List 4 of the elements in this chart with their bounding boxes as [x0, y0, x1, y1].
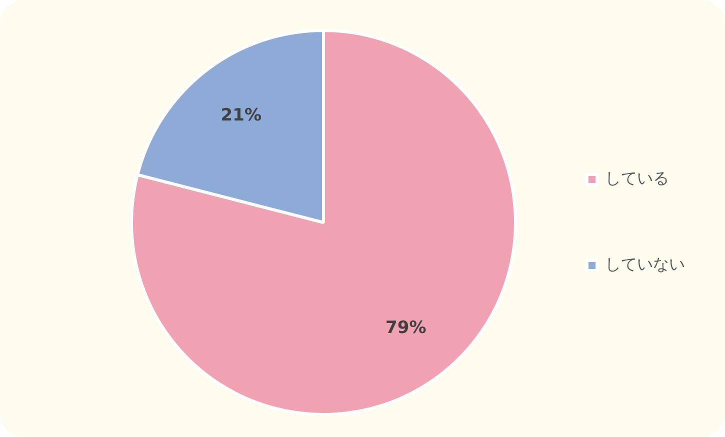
- legend-label: していない: [605, 254, 685, 274]
- legend-label: している: [605, 168, 669, 188]
- data-label: 21%: [220, 106, 262, 126]
- data-label: 79%: [386, 318, 426, 338]
